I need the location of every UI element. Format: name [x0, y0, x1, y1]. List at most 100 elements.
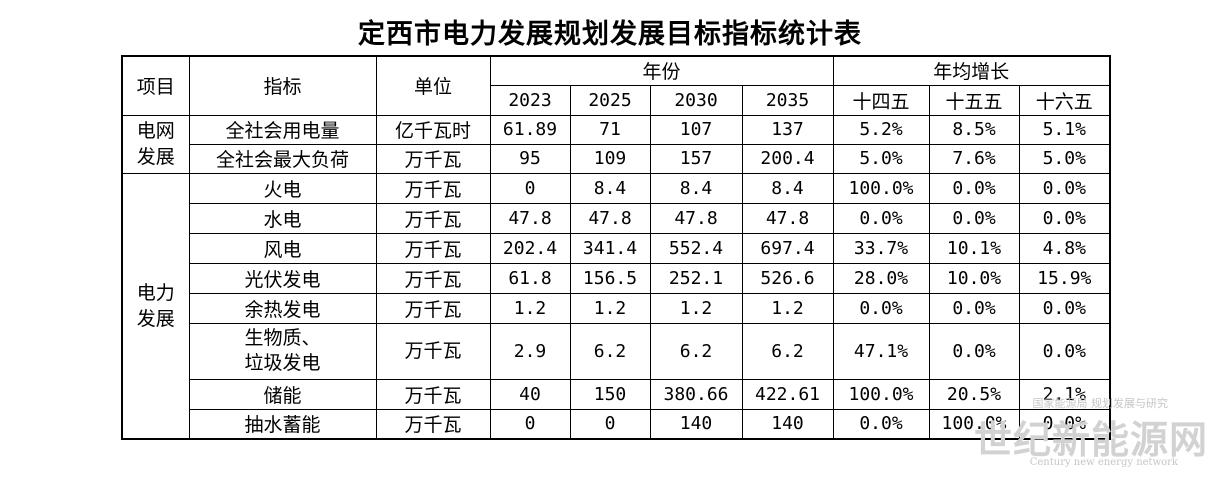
watermark-sub-text: Century new energy network — [1029, 457, 1178, 468]
header-growth-group: 年均增长 — [832, 55, 1111, 86]
growth-cell: 33.7% — [832, 232, 930, 264]
unit-cell: 万千瓦 — [375, 378, 491, 410]
value-cell: 697.4 — [741, 232, 834, 264]
value-cell: 6.2 — [569, 322, 651, 380]
value-cell: 200.4 — [741, 143, 834, 174]
header-year: 2023 — [489, 84, 571, 116]
value-cell: 6.2 — [649, 322, 743, 380]
value-cell: 0 — [489, 408, 571, 440]
value-cell: 2.9 — [489, 322, 571, 380]
value-cell: 526.6 — [741, 262, 834, 294]
value-cell: 140 — [649, 408, 743, 440]
growth-cell: 15.9% — [1018, 262, 1111, 294]
value-cell: 552.4 — [649, 232, 743, 264]
growth-cell: 0.0% — [1018, 172, 1111, 204]
growth-cell: 5.2% — [832, 114, 930, 145]
growth-cell: 0.0% — [1018, 408, 1111, 440]
value-cell: 0 — [569, 408, 651, 440]
growth-cell: 20.5% — [928, 378, 1020, 410]
value-cell: 380.66 — [649, 378, 743, 410]
growth-cell: 0.0% — [928, 322, 1020, 380]
value-cell: 252.1 — [649, 262, 743, 294]
growth-cell: 4.8% — [1018, 232, 1111, 264]
indicator-cell: 全社会用电量 — [188, 114, 377, 145]
growth-cell: 5.0% — [832, 143, 930, 174]
indicator-cell: 储能 — [188, 378, 377, 410]
header-year: 2025 — [569, 84, 651, 116]
value-cell: 341.4 — [569, 232, 651, 264]
indicator-cell: 全社会最大负荷 — [188, 143, 377, 174]
indicator-cell: 生物质、 垃圾发电 — [188, 322, 377, 380]
indicator-cell: 光伏发电 — [188, 262, 377, 294]
value-cell: 1.2 — [649, 292, 743, 324]
growth-cell: 28.0% — [832, 262, 930, 294]
value-cell: 47.8 — [489, 202, 571, 234]
growth-cell: 0.0% — [832, 202, 930, 234]
value-cell: 6.2 — [741, 322, 834, 380]
growth-cell: 0.0% — [1018, 292, 1111, 324]
growth-cell: 8.5% — [928, 114, 1020, 145]
value-cell: 1.2 — [741, 292, 834, 324]
value-cell: 47.8 — [649, 202, 743, 234]
indicator-label: 生物质、 垃圾发电 — [244, 327, 321, 374]
table-row: 风电 万千瓦 202.4 341.4 552.4 697.4 33.7% 10.… — [122, 232, 1111, 264]
header-unit: 单位 — [375, 55, 491, 116]
indicator-cell: 余热发电 — [188, 292, 377, 324]
growth-cell: 100.0% — [832, 172, 930, 204]
category-label: 电网 发展 — [136, 120, 175, 168]
indicator-cell: 风电 — [188, 232, 377, 264]
table-row: 全社会最大负荷 万千瓦 95 109 157 200.4 5.0% 7.6% 5… — [122, 143, 1111, 174]
growth-cell: 0.0% — [1018, 322, 1111, 380]
header-year: 2035 — [741, 84, 834, 116]
growth-cell: 0.0% — [928, 292, 1020, 324]
header-year: 2030 — [649, 84, 743, 116]
value-cell: 0 — [489, 172, 571, 204]
value-cell: 61.8 — [489, 262, 571, 294]
table-row: 抽水蓄能 万千瓦 0 0 140 140 0.0% 100.0% 0.0% — [122, 408, 1111, 440]
category-label: 电力 发展 — [136, 281, 175, 330]
value-cell: 47.8 — [569, 202, 651, 234]
unit-cell: 万千瓦 — [375, 172, 491, 204]
value-cell: 202.4 — [489, 232, 571, 264]
value-cell: 95 — [489, 143, 571, 174]
table-title: 定西市电力发展规划发展目标指标统计表 — [358, 19, 862, 50]
statistics-table: 项目 指标 单位 年份 年均增长 2023 2025 2030 2035 十四五… — [121, 55, 1112, 440]
value-cell: 40 — [489, 378, 571, 410]
value-cell: 150 — [569, 378, 651, 410]
unit-cell: 万千瓦 — [375, 232, 491, 264]
value-cell: 61.89 — [489, 114, 571, 145]
table-row: 水电 万千瓦 47.8 47.8 47.8 47.8 0.0% 0.0% 0.0… — [122, 202, 1111, 234]
unit-cell: 万千瓦 — [375, 322, 491, 380]
header-period: 十四五 — [832, 84, 930, 116]
value-cell: 137 — [741, 114, 834, 145]
unit-cell: 万千瓦 — [375, 262, 491, 294]
value-cell: 1.2 — [489, 292, 571, 324]
growth-cell: 0.0% — [832, 408, 930, 440]
unit-cell: 亿千瓦时 — [375, 114, 491, 145]
indicator-cell: 水电 — [188, 202, 377, 234]
value-cell: 107 — [649, 114, 743, 145]
growth-cell: 10.1% — [928, 232, 1020, 264]
growth-cell: 47.1% — [832, 322, 930, 380]
indicator-cell: 抽水蓄能 — [188, 408, 377, 440]
value-cell: 156.5 — [569, 262, 651, 294]
value-cell: 109 — [569, 143, 651, 174]
unit-cell: 万千瓦 — [375, 202, 491, 234]
value-cell: 8.4 — [569, 172, 651, 204]
growth-cell: 10.0% — [928, 262, 1020, 294]
growth-cell: 100.0% — [928, 408, 1020, 440]
table-row: 余热发电 万千瓦 1.2 1.2 1.2 1.2 0.0% 0.0% 0.0% — [122, 292, 1111, 324]
growth-cell: 5.0% — [1018, 143, 1111, 174]
header-category: 项目 — [121, 55, 190, 116]
category-cell: 电网 发展 — [121, 114, 190, 174]
growth-cell: 7.6% — [928, 143, 1020, 174]
value-cell: 71 — [569, 114, 651, 145]
table-row: 电网 发展 全社会用电量 亿千瓦时 61.89 71 107 137 5.2% 8… — [121, 114, 1111, 174]
table-row: 电力 发展 火电 万千瓦 0 8.4 8.4 8.4 100.0% 0.0% 0.… — [121, 172, 1111, 440]
growth-cell: 0.0% — [832, 292, 930, 324]
value-cell: 140 — [741, 408, 834, 440]
indicator-cell: 火电 — [188, 172, 377, 204]
growth-cell: 5.1% — [1018, 114, 1111, 145]
growth-cell: 0.0% — [1018, 202, 1111, 234]
header-row-top: 项目 指标 单位 年份 年均增长 — [121, 55, 1111, 116]
